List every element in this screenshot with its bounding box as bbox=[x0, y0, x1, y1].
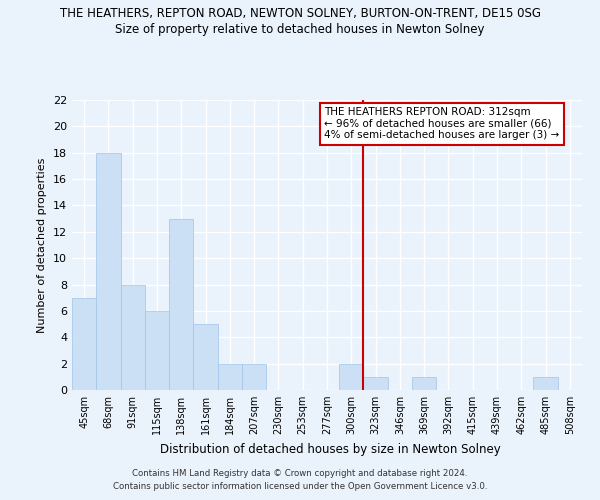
Bar bbox=[96, 152, 121, 390]
Bar bbox=[364, 377, 388, 390]
Bar bbox=[412, 377, 436, 390]
Bar bbox=[339, 364, 364, 390]
Bar bbox=[169, 218, 193, 390]
Y-axis label: Number of detached properties: Number of detached properties bbox=[37, 158, 47, 332]
Bar bbox=[145, 311, 169, 390]
Text: Distribution of detached houses by size in Newton Solney: Distribution of detached houses by size … bbox=[160, 442, 500, 456]
Bar bbox=[533, 377, 558, 390]
Text: THE HEATHERS REPTON ROAD: 312sqm
← 96% of detached houses are smaller (66)
4% of: THE HEATHERS REPTON ROAD: 312sqm ← 96% o… bbox=[325, 108, 560, 140]
Text: Size of property relative to detached houses in Newton Solney: Size of property relative to detached ho… bbox=[115, 22, 485, 36]
Bar bbox=[193, 324, 218, 390]
Bar bbox=[72, 298, 96, 390]
Text: Contains HM Land Registry data © Crown copyright and database right 2024.: Contains HM Land Registry data © Crown c… bbox=[132, 468, 468, 477]
Text: Contains public sector information licensed under the Open Government Licence v3: Contains public sector information licen… bbox=[113, 482, 487, 491]
Bar bbox=[121, 284, 145, 390]
Text: THE HEATHERS, REPTON ROAD, NEWTON SOLNEY, BURTON-ON-TRENT, DE15 0SG: THE HEATHERS, REPTON ROAD, NEWTON SOLNEY… bbox=[59, 8, 541, 20]
Bar bbox=[242, 364, 266, 390]
Bar bbox=[218, 364, 242, 390]
